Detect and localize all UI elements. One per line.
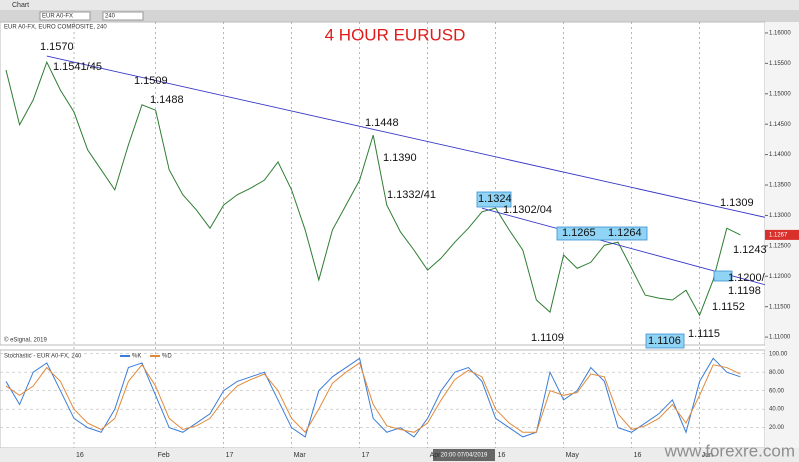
last-price-box [765, 229, 799, 240]
chart-title: 4 HOUR EURUSD [325, 25, 466, 44]
annotation: 1.1152 [712, 301, 745, 313]
x-tick-label: 17 [226, 452, 234, 459]
annotation: 1.1488 [150, 94, 184, 106]
y-tick-label: 80.00 [769, 370, 785, 376]
data-line [5, 362, 741, 434]
y-tick-label: 1.13500 [769, 183, 791, 189]
y-tick-label: 1.15500 [769, 61, 791, 67]
y-tick-label: 1.13000 [769, 213, 791, 219]
annotation: 1.1243 [733, 244, 767, 256]
x-tick-label: Apr [430, 452, 442, 459]
y-tick-label: 1.12500 [769, 243, 791, 249]
x-tick-label: 16 [76, 452, 84, 459]
y-tick-label: 1.15000 [769, 91, 791, 97]
title-bar [0, 0, 799, 10]
y-tick-label: 1.11000 [769, 335, 791, 341]
last-price: 1.1267 [769, 232, 788, 238]
annotation: 1.1324 [478, 193, 512, 205]
x-tick-label: 16 [634, 452, 642, 459]
annotation: 1.1509 [134, 75, 168, 87]
trendline-extension [740, 277, 766, 286]
toolbar [0, 10, 799, 22]
y-tick-label: 100.00 [769, 351, 788, 357]
annotation: 1.1106 [648, 335, 681, 347]
legend-label: %D [162, 354, 172, 360]
annotation: 1.1309 [720, 197, 754, 209]
trendline-extension [740, 211, 766, 218]
date-axis [0, 448, 799, 462]
x-tick-label: Feb [158, 452, 170, 459]
highlight-box [645, 333, 685, 349]
y-tick-label: 1.16000 [769, 31, 791, 37]
annotation: 1.1332/41 [387, 189, 436, 201]
stoch-title: Stochastic - EUR A0-FX, 240 [4, 354, 82, 360]
symbol: EUR A0-FX [42, 14, 73, 20]
window-title: Chart [12, 2, 29, 9]
stoch-panel [0, 349, 766, 449]
highlight-box [556, 226, 648, 241]
x-tick-label: 17 [362, 452, 370, 459]
info: EUR A0-FX, EURO COMPOSITE, 240 [4, 25, 107, 31]
data-line [5, 60, 741, 317]
data-line [5, 357, 741, 438]
watermark: www.forexre.com [664, 441, 795, 460]
y-tick-label: 20.00 [769, 425, 785, 431]
x-tick-label: May [566, 452, 580, 459]
y-tick-label: 40.00 [769, 407, 785, 413]
highlight-box [476, 191, 512, 208]
y-tick-label: 60.00 [769, 388, 785, 394]
interval-input[interactable] [102, 11, 144, 21]
trendline [46, 55, 741, 213]
annotation: 1.1198 [728, 285, 761, 297]
crosshair-box [433, 449, 495, 461]
legend-label: %K [132, 354, 141, 360]
symbol-input[interactable] [39, 11, 91, 21]
annotation: 1.1570 [40, 41, 74, 53]
y-tick-label: 1.14000 [769, 152, 791, 158]
x-tick-label: Jun [702, 452, 713, 459]
y-tick-label: 1.11500 [769, 304, 791, 310]
highlight-box [713, 270, 733, 282]
annotation: 1.1390 [383, 152, 417, 164]
trendline [481, 207, 741, 279]
annotation: 1.1109 [531, 332, 564, 344]
annotation: 1.1264 [608, 227, 642, 239]
annotation: 1.1541/45 [53, 61, 102, 73]
copyright: © eSignal, 2019 [4, 337, 47, 344]
x-tick-label: 16 [498, 452, 506, 459]
annotation: 1.1302/04 [503, 204, 552, 216]
y-tick-label: 1.12000 [769, 274, 791, 280]
interval: 240 [105, 14, 116, 20]
y-tick-label: 1.14500 [769, 122, 791, 128]
annotation: 1.1265 [562, 227, 596, 239]
annotation: 1.1115 [688, 328, 720, 340]
x-tick-label: Mar [294, 452, 307, 459]
crosshair-time: 20:00 07/04/2019 [441, 453, 488, 459]
annotation: 1.1448 [365, 117, 399, 129]
annotation: 1.1200/ [728, 272, 766, 284]
